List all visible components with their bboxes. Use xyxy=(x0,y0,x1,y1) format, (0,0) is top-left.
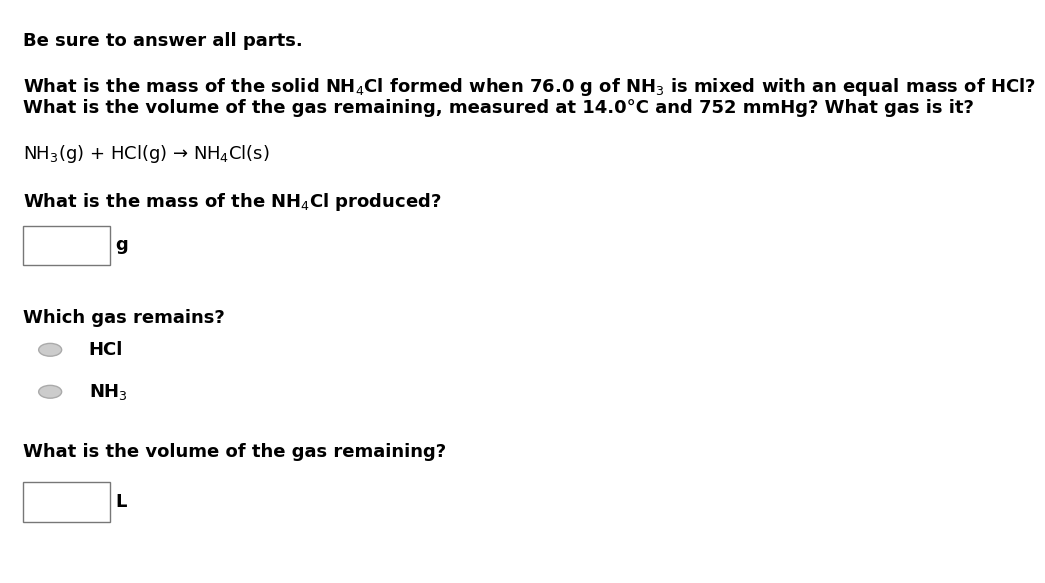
Text: L: L xyxy=(115,493,126,511)
Text: NH$_3$: NH$_3$ xyxy=(89,382,127,402)
Text: What is the volume of the gas remaining?: What is the volume of the gas remaining? xyxy=(23,443,446,461)
Text: What is the volume of the gas remaining, measured at 14.0°C and 752 mmHg? What g: What is the volume of the gas remaining,… xyxy=(23,99,974,117)
FancyBboxPatch shape xyxy=(23,482,110,522)
Text: g: g xyxy=(115,237,127,254)
Text: Be sure to answer all parts.: Be sure to answer all parts. xyxy=(23,32,303,50)
Text: What is the mass of the NH$_4$Cl produced?: What is the mass of the NH$_4$Cl produce… xyxy=(23,191,441,213)
Circle shape xyxy=(39,343,62,356)
Text: What is the mass of the solid NH$_4$Cl formed when 76.0 g of NH$_3$ is mixed wit: What is the mass of the solid NH$_4$Cl f… xyxy=(23,76,1036,98)
Text: Which gas remains?: Which gas remains? xyxy=(23,309,225,327)
FancyBboxPatch shape xyxy=(23,226,110,265)
Circle shape xyxy=(39,385,62,398)
Text: HCl: HCl xyxy=(89,341,123,359)
Text: NH$_3$(g) + HCl(g) → NH$_4$Cl(s): NH$_3$(g) + HCl(g) → NH$_4$Cl(s) xyxy=(23,143,270,165)
